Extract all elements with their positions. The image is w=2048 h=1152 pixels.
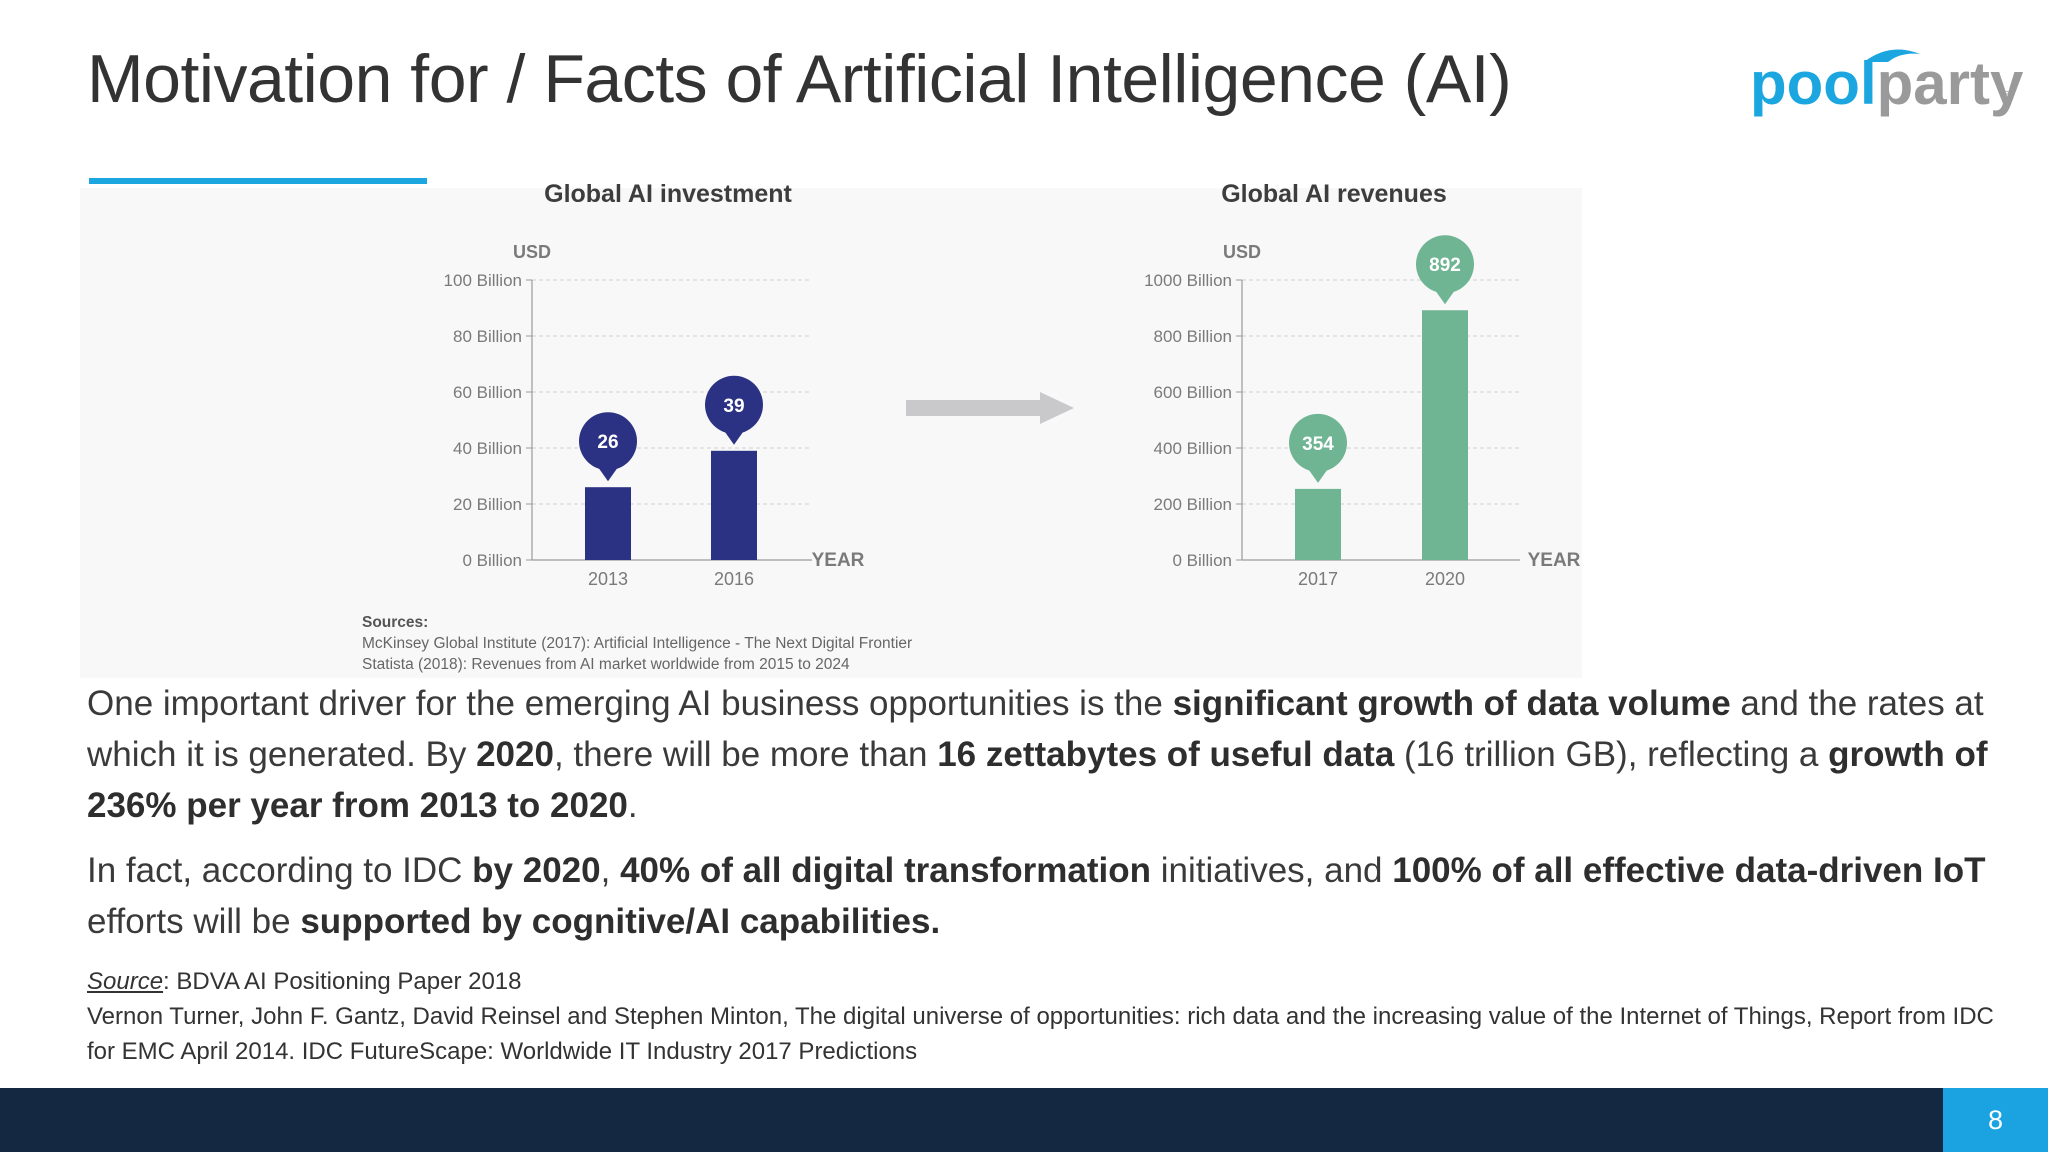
- data-label: 26: [597, 432, 618, 453]
- reference-source: Source: BDVA AI Positioning Paper 2018: [87, 968, 522, 995]
- x-tick-label: 2017: [1298, 569, 1338, 589]
- y-tick-label: 0 Billion: [462, 551, 522, 570]
- x-axis-label: YEAR: [1528, 550, 1581, 571]
- source-line-2: Statista (2018): Revenues from AI market…: [362, 656, 850, 673]
- data-label-bubble: [1289, 413, 1347, 472]
- bar: [711, 450, 757, 560]
- x-axis-label: YEAR: [812, 550, 865, 571]
- bar: [1295, 488, 1341, 560]
- arrow-icon: [906, 392, 1074, 424]
- investment-chart: Global AI investment USD 0 Billion 20 Billi…: [444, 180, 865, 589]
- data-label: 892: [1429, 255, 1461, 276]
- data-label-bubble: [1416, 235, 1474, 294]
- data-label: 354: [1302, 434, 1334, 455]
- y-tick-label: 1000 Billion: [1144, 271, 1232, 290]
- x-tick-label: 2020: [1425, 569, 1465, 589]
- y-tick-label: 40 Billion: [453, 439, 522, 458]
- data-label-bubble: [579, 412, 637, 471]
- references: Source: BDVA AI Positioning Paper 2018 V…: [87, 964, 2007, 1069]
- y-tick-label: 0 Billion: [1172, 551, 1232, 570]
- sources-label: Sources:: [362, 614, 429, 631]
- x-tick-label: 2013: [588, 569, 628, 589]
- poolparty-logo: poolparty ®: [1750, 49, 2024, 117]
- y-tick-label: 600 Billion: [1154, 383, 1232, 402]
- bar: [1422, 310, 1468, 560]
- chart-title: Global AI investment: [544, 180, 792, 208]
- y-tick-label: 400 Billion: [1154, 439, 1232, 458]
- y-tick-label: 800 Billion: [1154, 327, 1232, 346]
- revenues-chart: Global AI revenues USD 0 Billion 200 Billio…: [1144, 180, 1581, 589]
- y-tick-label: 100 Billion: [444, 271, 522, 290]
- chart-sources: Sources: McKinsey Global Institute (2017…: [362, 612, 912, 675]
- logo-pool: pool: [1750, 50, 1877, 117]
- y-tick-label: 80 Billion: [453, 327, 522, 346]
- data-label-bubble: [705, 375, 763, 434]
- source-line-1: McKinsey Global Institute (2017): Artifi…: [362, 635, 913, 652]
- y-axis-label: USD: [513, 242, 551, 262]
- paragraph-1: One important driver for the emerging AI…: [87, 684, 1988, 825]
- title-accent-bar: [89, 178, 427, 184]
- bar: [585, 487, 631, 560]
- y-tick-label: 60 Billion: [453, 383, 522, 402]
- y-tick-label: 20 Billion: [453, 495, 522, 514]
- source-label: Source: [87, 968, 164, 995]
- reference-line-2: Vernon Turner, John F. Gantz, David Rein…: [87, 1003, 1994, 1065]
- page-number: 8: [1943, 1088, 2048, 1152]
- logo-party: party: [1877, 50, 2024, 117]
- footer-bar: 8: [0, 1088, 2048, 1152]
- x-tick-label: 2016: [714, 569, 754, 589]
- paragraph-2: In fact, according to IDC by 2020, 40% o…: [87, 851, 1986, 941]
- umbrella-icon: [1864, 49, 1920, 62]
- charts-figure: Global AI investment USD 0 Billion 20 Billi…: [444, 180, 1581, 589]
- svg-text:poolparty: poolparty: [1750, 50, 2024, 117]
- data-label: 39: [723, 396, 744, 417]
- y-tick-label: 200 Billion: [1154, 495, 1232, 514]
- body-text: One important driver for the emerging AI…: [87, 678, 2002, 961]
- logo-registered-mark: ®: [2002, 89, 2014, 106]
- chart-title: Global AI revenues: [1221, 180, 1447, 208]
- slide-title: Motivation for / Facts of Artificial Int…: [87, 41, 1512, 117]
- y-axis-label: USD: [1223, 242, 1261, 262]
